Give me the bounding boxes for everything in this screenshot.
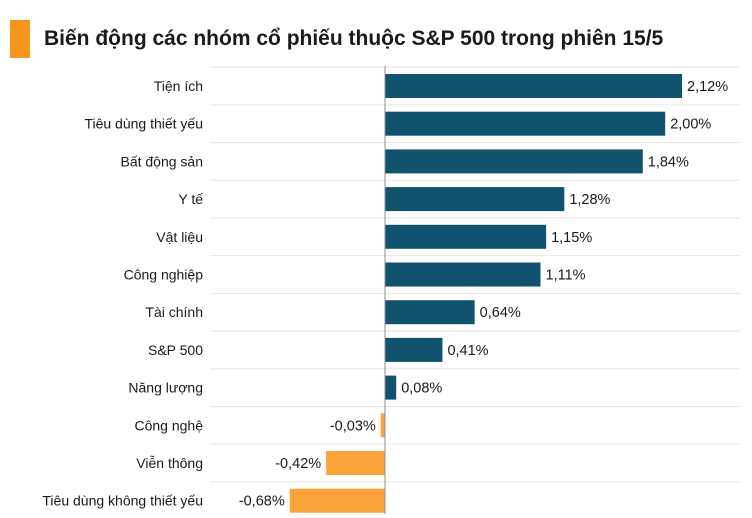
bar	[385, 300, 475, 325]
category-label: S&P 500	[148, 342, 203, 358]
bar	[385, 224, 547, 249]
bar	[385, 262, 541, 287]
title-accent-bar	[10, 20, 30, 58]
category-label: Bất động sản	[120, 153, 203, 169]
data-label: 1,11%	[546, 268, 586, 284]
data-label: 0,64%	[480, 305, 521, 321]
data-label: 2,12%	[687, 79, 728, 95]
bar	[385, 149, 643, 174]
data-label: -0,68%	[239, 494, 285, 510]
data-label: -0,42%	[275, 456, 321, 472]
category-label: Tài chính	[145, 304, 203, 320]
bar	[326, 451, 385, 475]
bar	[385, 337, 443, 362]
bar	[380, 413, 385, 438]
category-label: Vật liệu	[156, 229, 203, 245]
data-label: 0,41%	[447, 343, 488, 359]
data-label: -0,03%	[330, 418, 376, 434]
category-label: Viễn thông	[136, 455, 203, 471]
category-label: Năng lượng	[128, 380, 203, 396]
category-label: Công nghiệp	[124, 267, 204, 283]
bar	[385, 74, 682, 98]
category-label: Tiêu dùng thiết yếu	[84, 116, 203, 132]
bar	[385, 111, 666, 136]
chart-title-block: Biến động các nhóm cổ phiếu thuộc S&P 50…	[10, 20, 663, 58]
data-label: 1,84%	[648, 154, 689, 170]
bar	[289, 488, 385, 513]
bar	[385, 187, 565, 212]
bar	[385, 375, 397, 400]
data-label: 1,28%	[569, 192, 610, 208]
data-label: 0,08%	[401, 381, 442, 397]
category-label: Công nghệ	[134, 417, 203, 433]
data-label: 2,00%	[670, 117, 711, 133]
category-label: Tiện ích	[154, 78, 203, 94]
category-label: Y tế	[178, 191, 203, 207]
category-label: Tiêu dùng không thiết yếu	[42, 493, 203, 509]
chart-title: Biến động các nhóm cổ phiếu thuộc S&P 50…	[44, 27, 664, 50]
data-label: 1,15%	[551, 230, 592, 246]
